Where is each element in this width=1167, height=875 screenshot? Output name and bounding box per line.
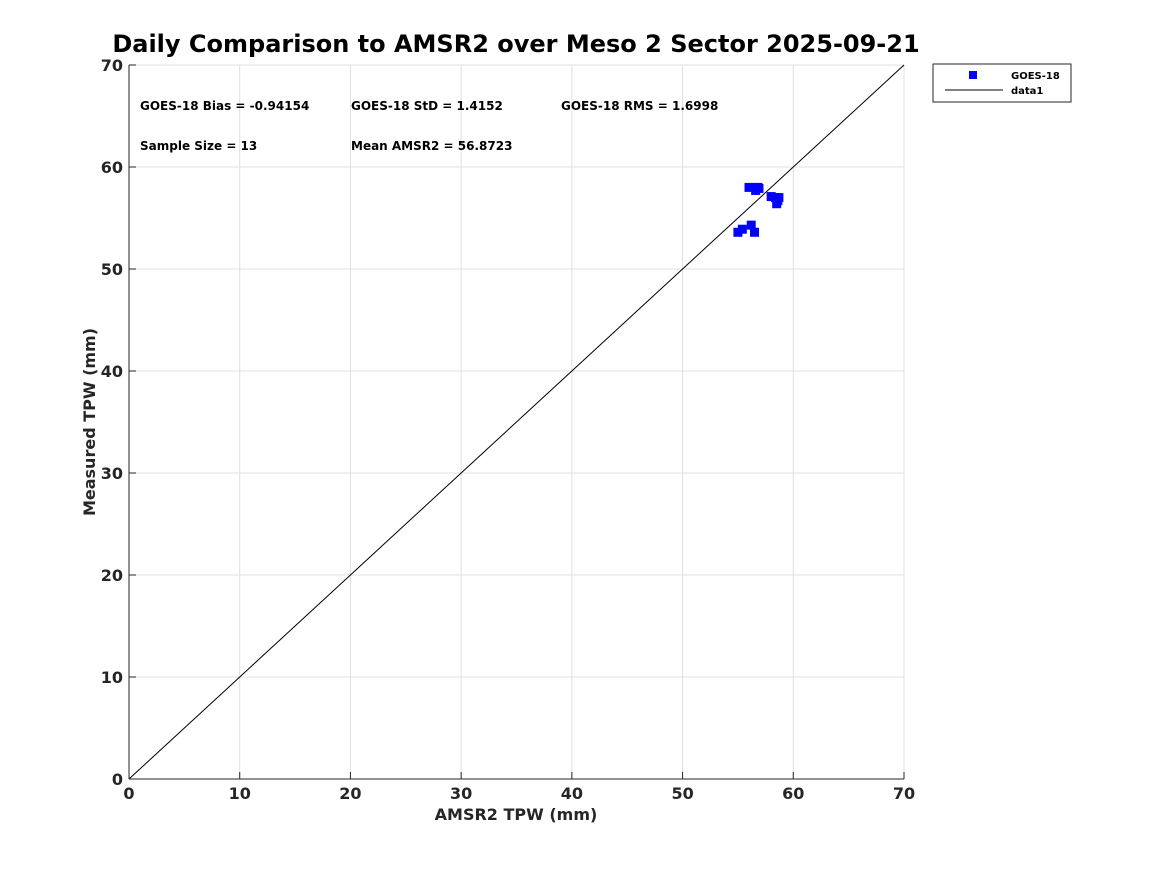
annotation-rms: GOES-18 RMS = 1.6998 <box>561 99 718 113</box>
y-tick-label-3: 30 <box>101 464 123 483</box>
legend-label-goes18: GOES-18 <box>1011 71 1060 82</box>
grid <box>128 64 905 780</box>
scatter-point-8 <box>733 227 743 237</box>
legend: GOES-18 data1 <box>932 63 1072 103</box>
x-tick-label-1: 10 <box>229 784 251 803</box>
x-tick-label-2: 20 <box>339 784 361 803</box>
x-tick-label-3: 30 <box>450 784 472 803</box>
series-line-data1 <box>128 64 905 780</box>
scatter-point-10 <box>750 227 760 237</box>
scatter-points-layer <box>733 182 784 237</box>
chart-title: Daily Comparison to AMSR2 over Meso 2 Se… <box>112 30 919 58</box>
y-tick-label-2: 20 <box>101 566 123 585</box>
legend-label-data1: data1 <box>1011 86 1043 97</box>
annotation-mean-amsr2: Mean AMSR2 = 56.8723 <box>351 139 512 153</box>
x-tick-label-7: 70 <box>893 784 915 803</box>
y-axis-label: Measured TPW (mm) <box>80 328 99 516</box>
x-tick-label-4: 40 <box>561 784 583 803</box>
y-tick-label-4: 40 <box>101 362 123 381</box>
x-tick-label-5: 50 <box>671 784 693 803</box>
y-tick-label-0: 0 <box>112 770 123 789</box>
x-axis-label: AMSR2 TPW (mm) <box>435 805 598 824</box>
x-tick-label-6: 60 <box>782 784 804 803</box>
scatter-point-0 <box>744 182 754 192</box>
annotation-sample-size: Sample Size = 13 <box>140 139 257 153</box>
reference-line-layer <box>128 64 905 780</box>
annotation-std: GOES-18 StD = 1.4152 <box>351 99 503 113</box>
x-tick-label-0: 0 <box>123 784 134 803</box>
scatter-point-12 <box>754 183 764 193</box>
annotation-bias: GOES-18 Bias = -0.94154 <box>140 99 309 113</box>
statistics-annotations: GOES-18 Bias = -0.94154 GOES-18 StD = 1.… <box>140 99 718 153</box>
legend-box <box>932 63 1072 103</box>
y-ticks: 0 10 20 30 40 50 60 70 <box>101 56 136 789</box>
y-tick-label-7: 70 <box>101 56 123 75</box>
legend-marker-goes18 <box>969 71 977 79</box>
scatter-point-9 <box>746 220 756 230</box>
x-ticks: 0 10 20 30 40 50 60 70 <box>123 772 915 803</box>
y-tick-label-1: 10 <box>101 668 123 687</box>
y-tick-label-6: 60 <box>101 158 123 177</box>
scatter-point-11 <box>773 196 783 206</box>
axes <box>128 65 904 780</box>
y-tick-label-5: 50 <box>101 260 123 279</box>
